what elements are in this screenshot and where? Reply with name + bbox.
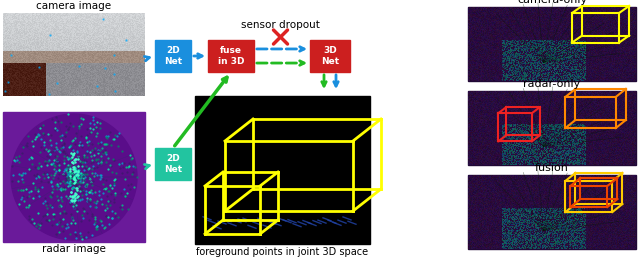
Text: 3D
Net: 3D Net	[321, 46, 339, 66]
Text: radar-only: radar-only	[524, 79, 580, 89]
Polygon shape	[11, 114, 137, 240]
Text: radar image: radar image	[42, 244, 106, 254]
FancyBboxPatch shape	[155, 148, 191, 180]
FancyBboxPatch shape	[310, 40, 350, 72]
Text: camera-only: camera-only	[517, 0, 587, 5]
FancyBboxPatch shape	[208, 40, 254, 72]
Text: foreground points in joint 3D space: foreground points in joint 3D space	[196, 247, 369, 257]
Text: fuse
in 3D: fuse in 3D	[218, 46, 244, 66]
Bar	[468, 7, 636, 81]
Bar	[195, 96, 370, 244]
FancyBboxPatch shape	[155, 40, 191, 72]
Bar	[3, 112, 145, 242]
Text: 2D
Net: 2D Net	[164, 154, 182, 174]
Text: sensor dropout: sensor dropout	[241, 20, 320, 30]
Text: camera image: camera image	[36, 1, 111, 11]
Text: fusion: fusion	[535, 163, 569, 173]
Bar	[468, 175, 636, 249]
Text: 2D
Net: 2D Net	[164, 46, 182, 66]
Bar	[468, 91, 636, 165]
